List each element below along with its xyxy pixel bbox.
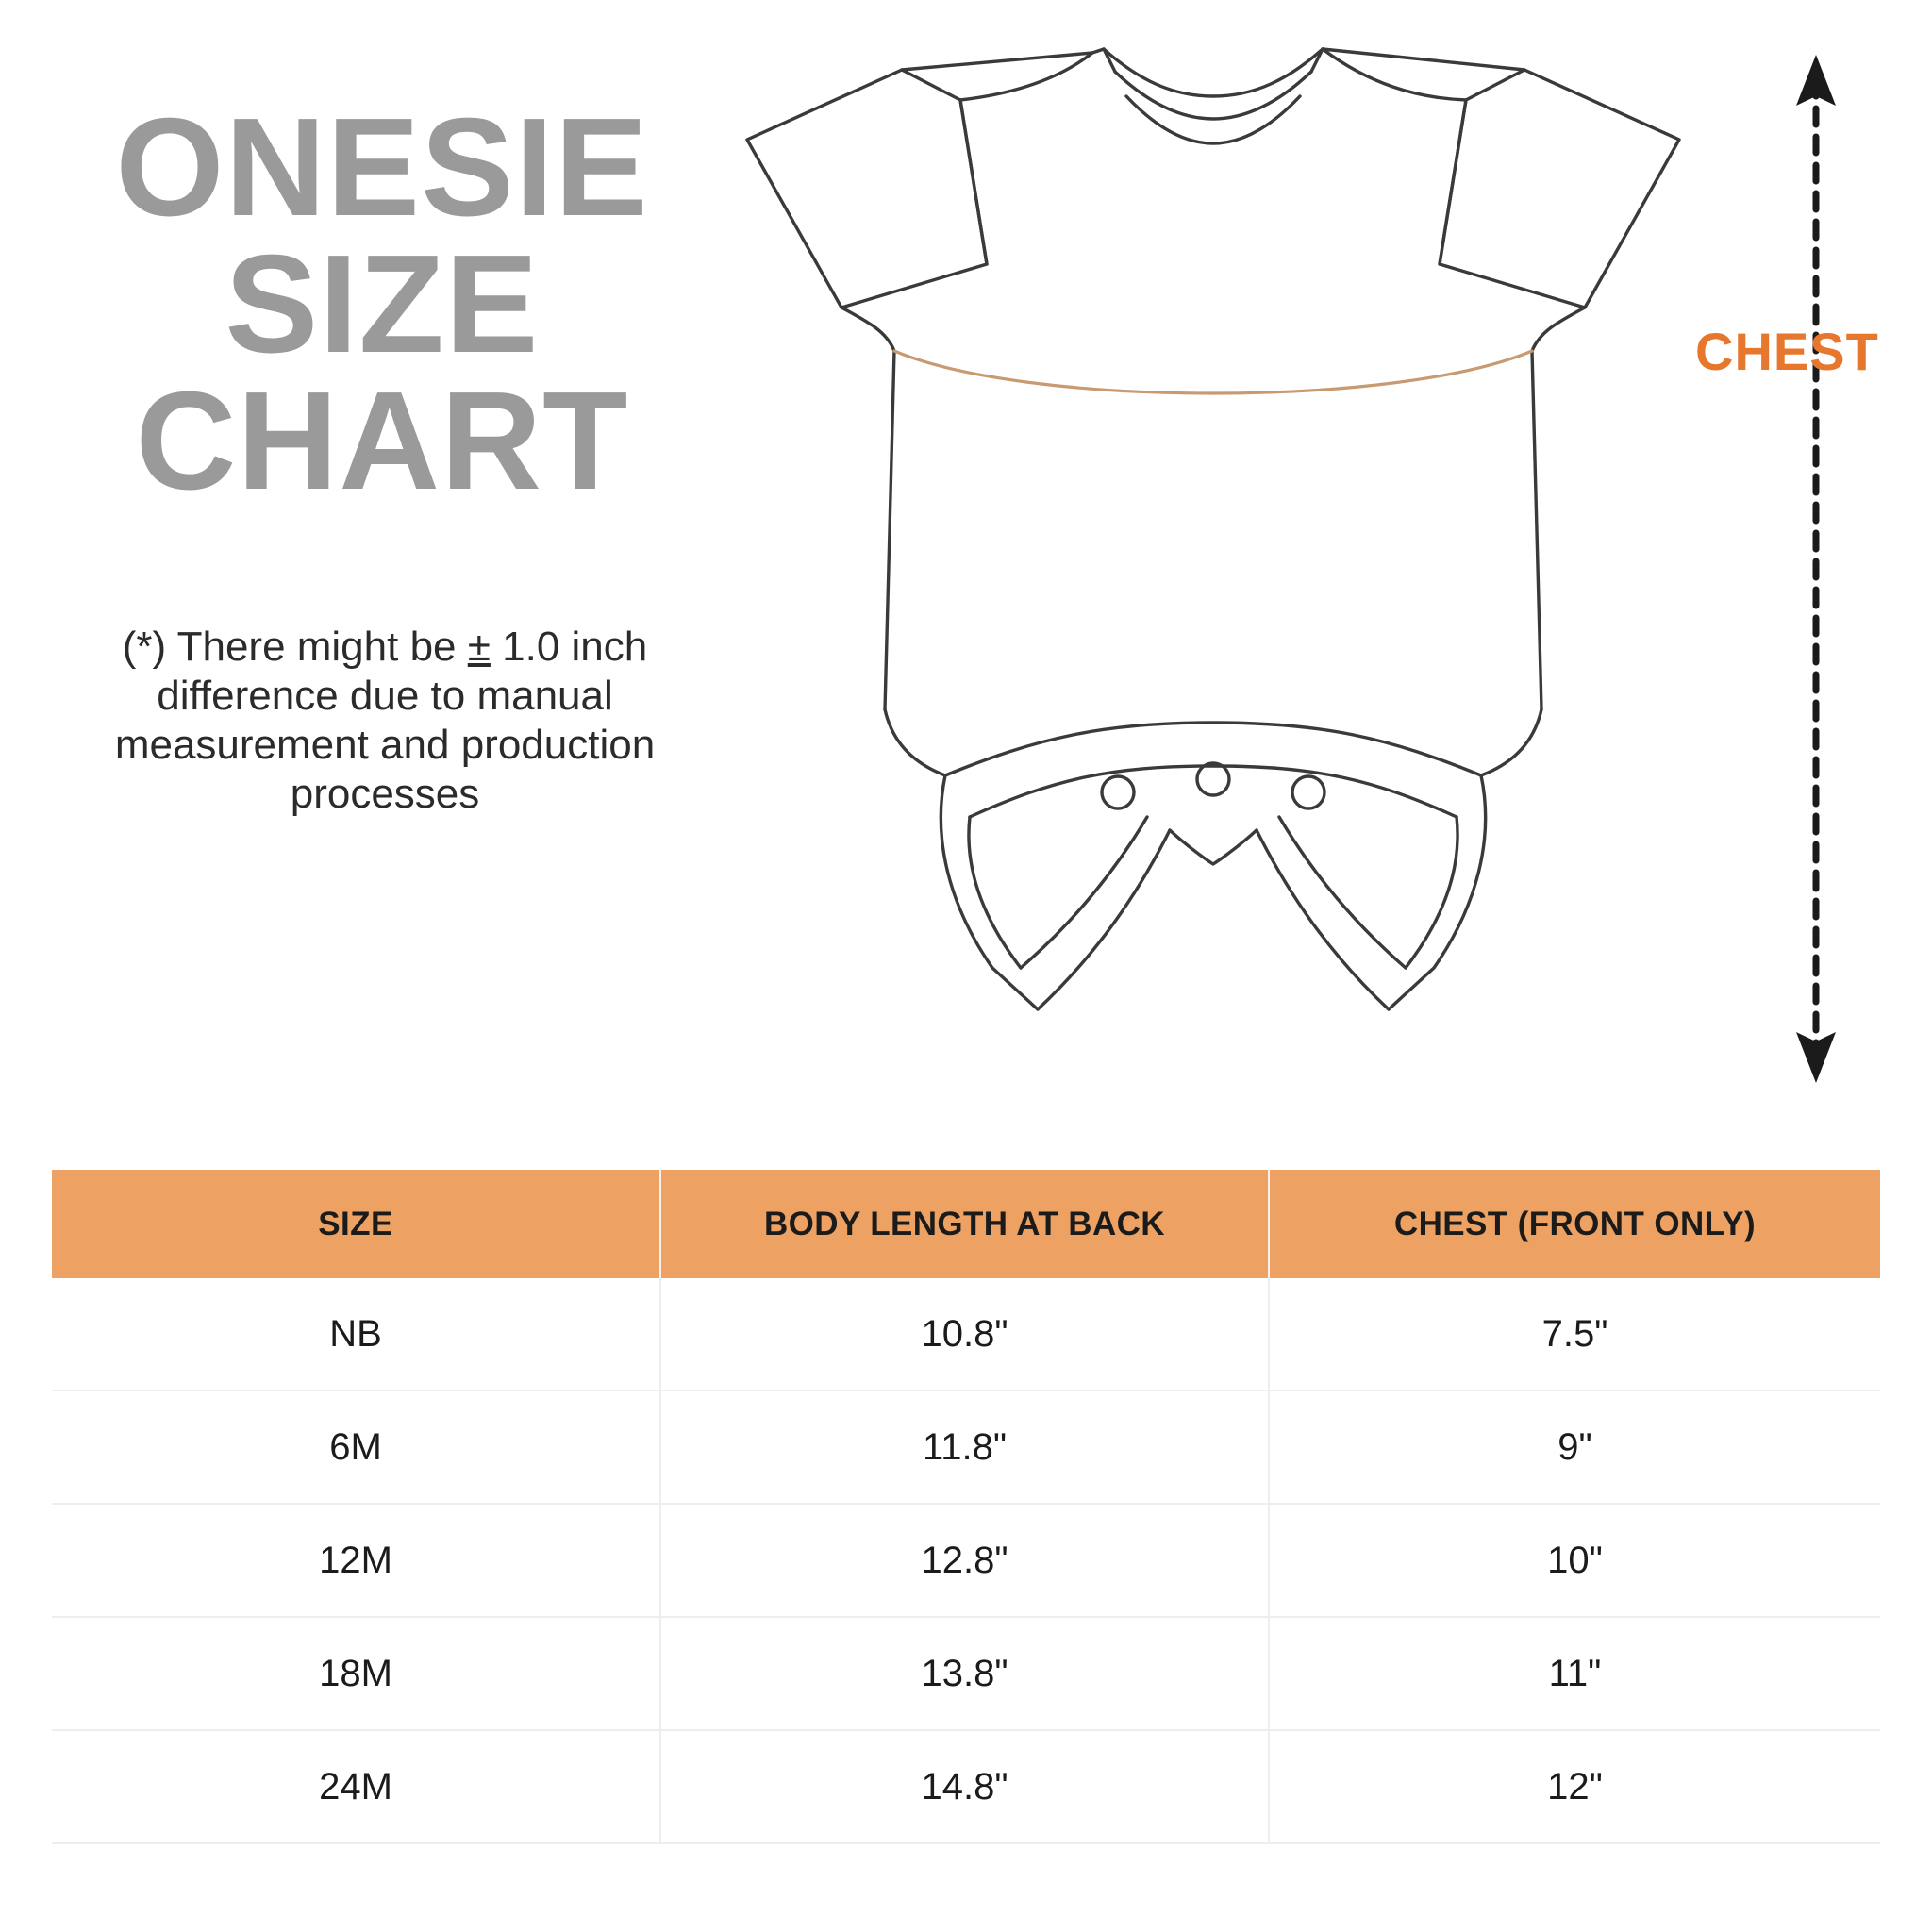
neckline-inner (1124, 94, 1302, 145)
right-hip-curve (1479, 708, 1543, 777)
cell-chest: 9" (1269, 1391, 1880, 1505)
cell-chest: 12" (1269, 1730, 1880, 1844)
column-header-size: SIZE (52, 1170, 661, 1278)
onesie-illustration: CHEST LENGTH (726, 38, 1906, 1094)
left-sleeve-outline (745, 68, 989, 309)
cell-chest: 11" (1269, 1617, 1880, 1731)
title-line-1: ONESIE (115, 90, 649, 245)
cell-chest: 7.5" (1269, 1278, 1880, 1391)
snap-button-center (1195, 761, 1231, 797)
cell-size: NB (52, 1278, 661, 1391)
right-leg-inner (1404, 815, 1459, 970)
cell-body-length: 13.8" (660, 1617, 1270, 1731)
length-arrow-head-bottom (1796, 1032, 1836, 1083)
collar-tab-left (1102, 47, 1117, 74)
cell-size: 18M (52, 1617, 661, 1731)
disclaimer-suffix: 1.0 inch difference due to manual measur… (114, 624, 656, 817)
plus-minus-symbol: ± (467, 624, 491, 670)
left-panel: ONESIE SIZE CHART (*) There might be ± 1… (52, 90, 712, 1061)
crotch-upper-edge (943, 721, 1483, 777)
left-leg-inner (967, 815, 1023, 970)
column-header-chest: CHEST (FRONT ONLY) (1269, 1170, 1880, 1278)
right-leg-hem-inner (1277, 815, 1407, 970)
right-sleeve-outline (1438, 68, 1681, 309)
right-shoulder-seam (1321, 47, 1526, 72)
left-sleeve-fold (958, 98, 989, 266)
snap-button-right (1291, 774, 1326, 810)
table-row: 12M 12.8" 10" (52, 1504, 1880, 1618)
neckline-outer (1102, 47, 1324, 98)
right-leg-outer (1387, 774, 1488, 1011)
left-hip-curve (883, 708, 947, 777)
right-leg-hem (1255, 828, 1391, 1011)
table-row: 24M 14.8" 12" (52, 1730, 1880, 1844)
neckline-middle (1113, 70, 1313, 121)
cell-size: 24M (52, 1730, 661, 1844)
chest-label: CHEST (1695, 322, 1879, 381)
length-arrow-head-top (1796, 55, 1836, 106)
right-shoulder-inner (1321, 47, 1468, 102)
cell-body-length: 10.8" (660, 1278, 1270, 1391)
chest-measure-curve (892, 349, 1534, 395)
column-header-body-length: BODY LENGTH AT BACK (660, 1170, 1270, 1278)
title-line-2: SIZE (225, 226, 540, 383)
left-armpit-curve (840, 306, 896, 353)
body-left-seam (883, 349, 896, 711)
table-row: 18M 13.8" 11" (52, 1617, 1880, 1731)
left-leg-outer (939, 774, 1040, 1011)
left-shoulder-inner (958, 51, 1094, 102)
collar-tab-right (1309, 47, 1324, 74)
cell-body-length: 12.8" (660, 1504, 1270, 1618)
cell-body-length: 11.8" (660, 1391, 1270, 1505)
table-row: NB 10.8" 7.5" (52, 1278, 1880, 1391)
cell-chest: 10" (1269, 1504, 1880, 1618)
disclaimer-prefix: (*) There might be (122, 624, 468, 670)
size-chart-table: SIZE BODY LENGTH AT BACK CHEST (FRONT ON… (52, 1170, 1880, 1844)
snap-button-left (1100, 774, 1136, 810)
disclaimer-note: (*) There might be ± 1.0 inch difference… (59, 623, 710, 819)
cell-size: 12M (52, 1504, 661, 1618)
onesie-diagram-svg (745, 47, 1836, 1083)
left-leg-hem-inner (1019, 815, 1149, 970)
title-line-3: CHART (135, 363, 629, 520)
right-sleeve-fold (1438, 98, 1468, 266)
right-armpit-curve (1530, 306, 1587, 353)
table-header-row: SIZE BODY LENGTH AT BACK CHEST (FRONT ON… (52, 1170, 1880, 1278)
body-right-seam (1530, 349, 1543, 711)
table-row: 6M 11.8" 9" (52, 1391, 1880, 1505)
cell-size: 6M (52, 1391, 661, 1505)
left-leg-hem (1036, 828, 1172, 1011)
page-title: ONESIE SIZE CHART (52, 90, 712, 520)
crotch-snap-placket (968, 764, 1458, 819)
cell-body-length: 14.8" (660, 1730, 1270, 1844)
crotch-center-v (1168, 828, 1258, 866)
